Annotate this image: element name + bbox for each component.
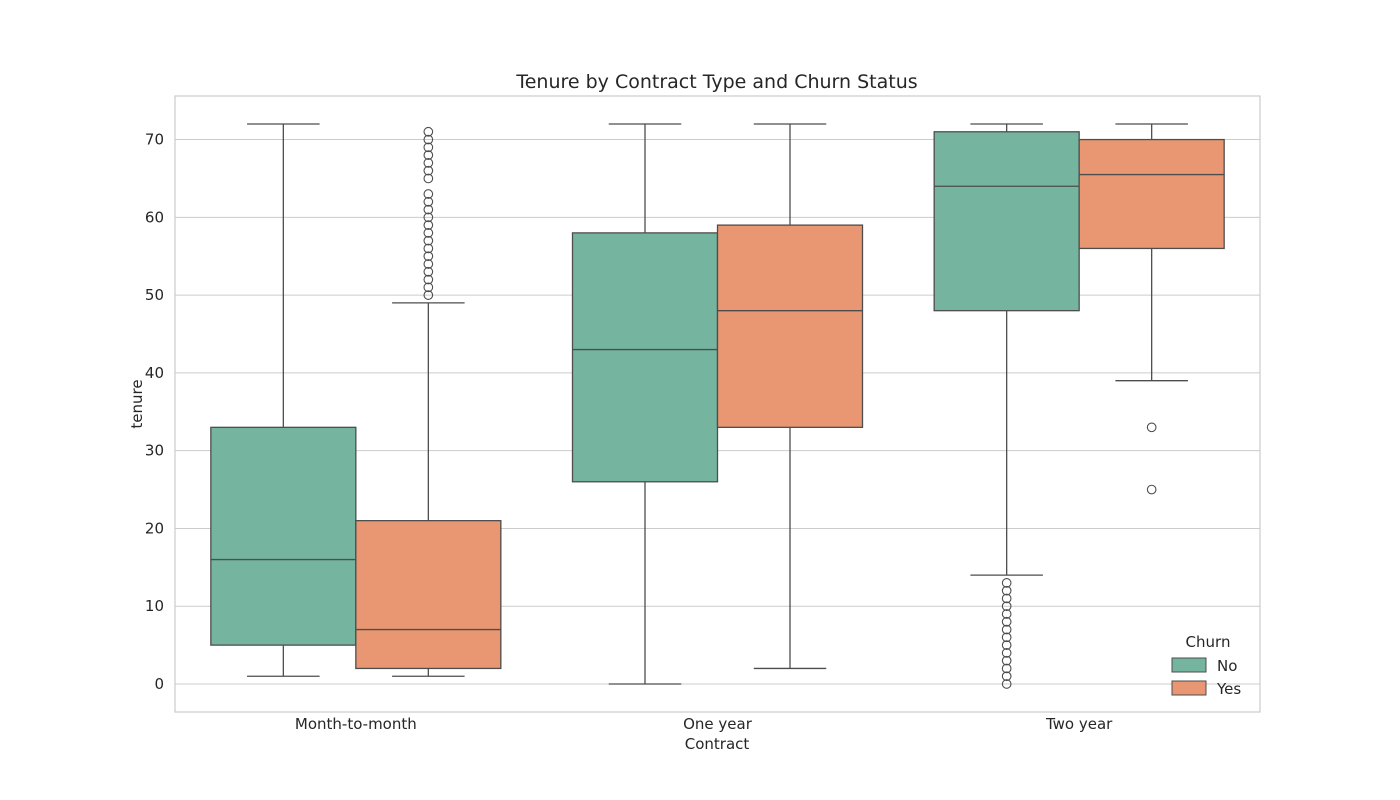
legend-title: Churn xyxy=(1186,633,1231,651)
box-iqr xyxy=(933,131,1080,312)
outlier-point xyxy=(423,243,434,254)
outlier-point xyxy=(1146,422,1157,433)
outlier-point xyxy=(1001,632,1012,643)
y-tick-label: 30 xyxy=(145,442,164,460)
chart-title: Tenure by Contract Type and Churn Status xyxy=(515,71,917,93)
box-iqr xyxy=(355,520,502,670)
legend-label-yes: Yes xyxy=(1216,680,1241,698)
box-yes-1 xyxy=(716,123,864,670)
y-axis-label: tenure xyxy=(128,379,146,428)
boxes xyxy=(210,123,1225,689)
box-iqr xyxy=(210,426,357,646)
outlier-point xyxy=(1001,640,1012,650)
outlier-point xyxy=(423,126,434,137)
outlier-point xyxy=(1001,679,1012,689)
x-tick-label: One year xyxy=(683,715,753,733)
box-iqr xyxy=(1078,138,1225,250)
outlier-point xyxy=(1001,585,1012,596)
outlier-point xyxy=(1001,663,1012,674)
x-axis-label: Contract xyxy=(685,735,750,753)
outlier-point xyxy=(423,266,434,277)
outlier-point xyxy=(1001,609,1012,619)
box-no-0 xyxy=(210,123,357,677)
outlier-point xyxy=(423,165,434,176)
outlier-point xyxy=(423,282,434,293)
y-tick-label: 60 xyxy=(145,208,164,226)
outlier-point xyxy=(423,212,434,223)
outlier-point xyxy=(423,274,434,285)
x-axis-ticks: Month-to-month One year Two year xyxy=(295,715,1113,733)
y-tick-label: 20 xyxy=(145,519,164,537)
outlier-point xyxy=(423,204,434,215)
outlier-point xyxy=(423,290,434,300)
box-no-1 xyxy=(571,123,719,685)
legend-swatch-no xyxy=(1171,657,1207,673)
outlier-point xyxy=(423,173,434,184)
box-yes-2 xyxy=(1078,123,1225,495)
outlier-point xyxy=(1001,593,1012,604)
box-yes-0 xyxy=(355,126,502,677)
outlier-point xyxy=(1001,648,1012,658)
x-tick-label: Two year xyxy=(1045,715,1113,733)
outlier-point xyxy=(1001,655,1012,666)
outlier-point xyxy=(423,134,434,145)
outlier-point xyxy=(423,259,434,269)
outlier-point xyxy=(1001,578,1012,588)
legend: Churn No Yes xyxy=(1171,633,1241,698)
legend-swatch-yes xyxy=(1171,680,1207,696)
x-tick-label: Month-to-month xyxy=(295,715,417,733)
outlier-point xyxy=(423,196,434,207)
outlier-point xyxy=(1001,671,1012,682)
y-tick-label: 0 xyxy=(154,675,164,693)
y-tick-label: 50 xyxy=(145,286,164,304)
y-axis-ticks: 0 10 20 30 40 50 60 70 xyxy=(145,131,164,693)
y-tick-label: 70 xyxy=(145,131,164,149)
box-iqr xyxy=(716,224,864,428)
outlier-point xyxy=(1146,484,1157,495)
outlier-point xyxy=(423,235,434,246)
box-iqr xyxy=(571,232,719,483)
y-tick-label: 10 xyxy=(145,597,164,615)
outlier-point xyxy=(423,220,434,230)
outlier-point xyxy=(1001,624,1012,635)
outlier-point xyxy=(423,142,434,153)
outlier-point xyxy=(423,189,434,199)
box-no-2 xyxy=(933,123,1080,689)
outlier-point xyxy=(1001,616,1012,627)
outlier-point xyxy=(423,158,434,168)
outlier-point xyxy=(423,251,434,262)
legend-label-no: No xyxy=(1217,657,1237,675)
outlier-point xyxy=(1001,601,1012,612)
plot-frame xyxy=(174,95,1261,713)
outlier-point xyxy=(423,150,434,160)
outlier-point xyxy=(423,228,434,238)
y-tick-label: 40 xyxy=(145,364,164,382)
